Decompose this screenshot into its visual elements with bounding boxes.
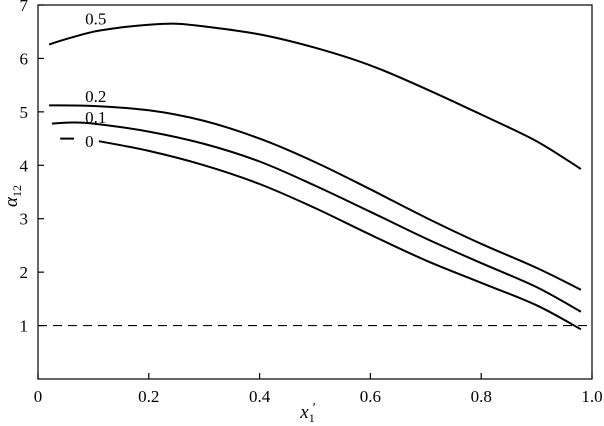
x-axis-label: x1′ (299, 401, 316, 425)
series-0-label: 0 (85, 132, 94, 151)
y-tick-label: 5 (20, 103, 29, 122)
series-0-line-continued (98, 140, 582, 331)
y-tick-label: 2 (20, 263, 29, 282)
y-axis-label: α12 (1, 185, 24, 207)
y-tick-label: 4 (20, 156, 29, 175)
y-tick-label: 7 (20, 0, 29, 15)
x-tick-label: 0.6 (360, 387, 381, 406)
y-tick-label: 3 (20, 210, 29, 229)
series-0-2-line (49, 104, 582, 291)
tick-labels: 0 0.2 0.4 0.6 0.8 1.0 1 2 3 4 5 6 7 (20, 0, 603, 406)
x-tick-label: 0.4 (249, 387, 271, 406)
series-0-5-line (48, 22, 582, 170)
series-group (48, 22, 582, 331)
y-tick-label: 1 (20, 317, 29, 336)
series-0-1-label: 0.1 (85, 108, 106, 127)
series-0-5-label: 0.5 (85, 9, 106, 28)
plot-frame (37, 4, 593, 380)
series-0-1-line (51, 121, 582, 313)
x-tick-label: 0 (34, 387, 43, 406)
x-tick-label: 0.8 (471, 387, 492, 406)
series-labels: 0.5 0.2 0.1 0 (85, 9, 106, 151)
y-tick-label: 6 (20, 49, 29, 68)
tick-marks (37, 4, 593, 379)
x-tick-label: 0.2 (138, 387, 159, 406)
series-0-2-label: 0.2 (85, 87, 106, 106)
x-tick-label: 1.0 (581, 387, 602, 406)
